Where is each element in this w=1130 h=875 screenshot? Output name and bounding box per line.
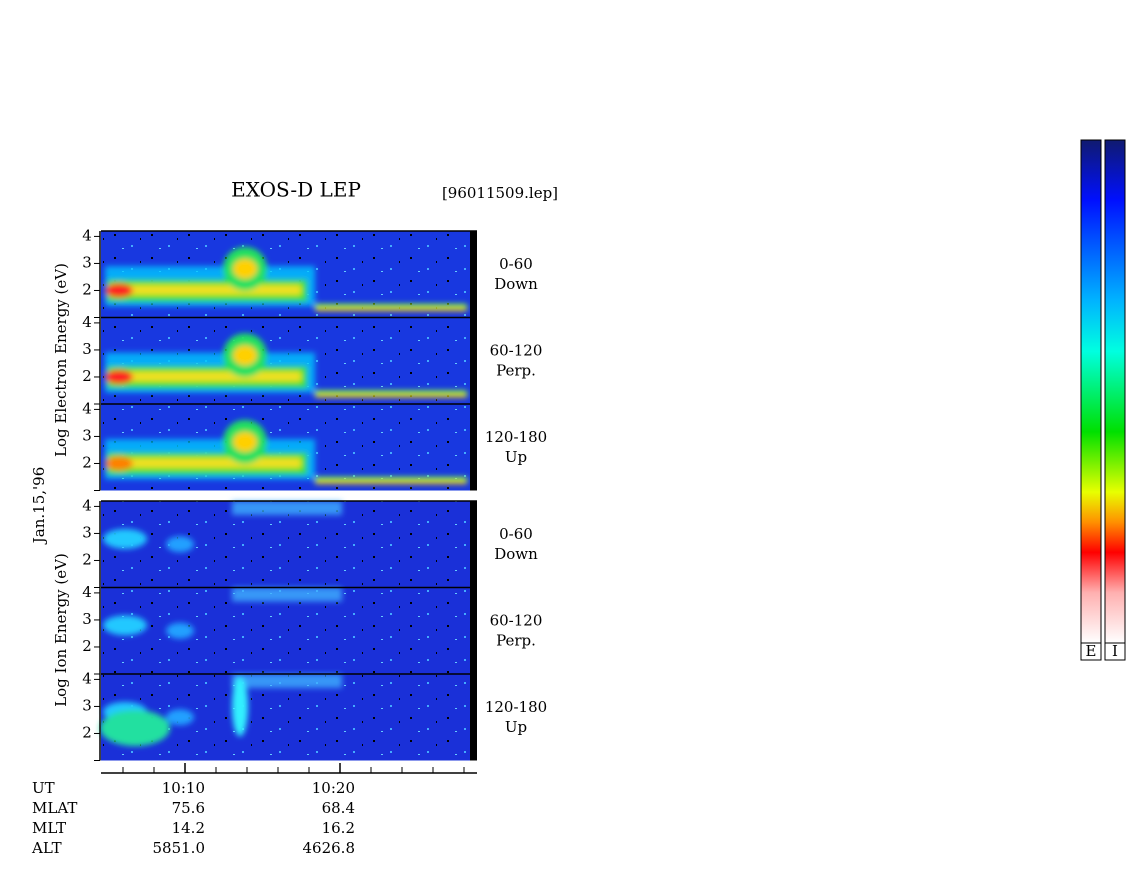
panel-noise — [101, 501, 470, 588]
spectrum — [105, 246, 467, 312]
spectrograms: 2 3 4 0-60 Down 2 3 4 60-120 Perp. 2 3 4 120-180 Up 2 3 4… — [82, 226, 547, 761]
y-tick-label: 2 — [82, 367, 92, 385]
colorbar — [1080, 139, 1102, 644]
date: Jan.15,'96 — [30, 467, 48, 545]
blob — [315, 476, 467, 484]
panel-direction: Down — [494, 545, 538, 563]
y-tick-label: 4 — [82, 313, 92, 331]
panel-direction: Up — [505, 718, 527, 736]
y-tick-label: 3 — [82, 523, 92, 541]
blob — [315, 303, 467, 311]
blob — [105, 456, 133, 471]
panel-direction: Up — [505, 448, 527, 466]
electron-axis-label: Log Electron Energy (eV) — [52, 263, 70, 457]
footer-cell: 16.2 — [322, 819, 355, 837]
colorbar — [1104, 139, 1126, 644]
blob — [233, 431, 257, 452]
panel-edge — [470, 404, 477, 491]
panel-edge — [470, 317, 477, 404]
y-tick-label: 3 — [82, 340, 92, 358]
blob — [100, 710, 170, 747]
blob — [105, 369, 133, 384]
panel-direction: Perp. — [496, 362, 536, 380]
y-tick-label: 4 — [82, 399, 92, 417]
blob — [232, 501, 342, 515]
blob — [233, 345, 257, 366]
blob — [316, 308, 466, 312]
panel-edge — [470, 674, 477, 761]
panel-direction: Perp. — [496, 632, 536, 650]
file-name: [96011509.lep] — [442, 184, 558, 202]
spectrum — [100, 674, 342, 747]
panel-angle: 0-60 — [499, 525, 533, 543]
x-ticks — [122, 763, 465, 773]
footer-cell: UT — [32, 779, 55, 797]
spectrum — [103, 587, 342, 639]
y-tick-label: 2 — [82, 550, 92, 568]
spectrum — [105, 419, 467, 485]
footer-cell: 5851.0 — [153, 839, 206, 857]
blob — [315, 390, 467, 398]
title: EXOS-D LEP — [231, 178, 361, 202]
blob — [316, 481, 466, 485]
footer: UT 10:10 10:20 MLAT 75.6 68.4 MLT 14.2 16.2 ALT 58… — [31, 779, 355, 857]
y-tick-label: 4 — [82, 583, 92, 601]
blob — [232, 674, 342, 688]
colorbar-label: I — [1112, 642, 1118, 660]
panel-angle: 120-180 — [485, 428, 547, 446]
panel-direction: Down — [494, 275, 538, 293]
footer-cell: 4626.8 — [303, 839, 356, 857]
blob — [233, 258, 257, 279]
panel-edge — [470, 501, 477, 588]
blob — [111, 458, 301, 469]
y-tick-label: 2 — [82, 723, 92, 741]
panel-edge — [470, 231, 477, 318]
y-tick-label: 3 — [82, 426, 92, 444]
blob — [166, 622, 194, 639]
y-tick-label: 4 — [82, 226, 92, 244]
footer-cell: 14.2 — [172, 819, 205, 837]
y-tick-label: 4 — [82, 669, 92, 687]
blob — [105, 283, 133, 298]
blob — [166, 536, 194, 553]
blob — [111, 371, 301, 382]
footer-cell: 10:10 — [162, 779, 205, 797]
blob — [103, 528, 147, 549]
blob — [111, 285, 301, 296]
ion-axis-label: Log Ion Energy (eV) — [52, 553, 70, 707]
panel-edge — [470, 587, 477, 674]
y-tick-label: 3 — [82, 696, 92, 714]
panel-angle: 60-120 — [490, 612, 543, 630]
footer-cell: MLAT — [32, 799, 77, 817]
panel-noise — [101, 587, 470, 674]
colorbar-label: E — [1086, 642, 1097, 660]
y-tick-label: 2 — [82, 637, 92, 655]
panel-angle: 0-60 — [499, 255, 533, 273]
panel-angle: 60-120 — [490, 342, 543, 360]
colorbar-label-box — [1104, 642, 1126, 661]
y-tick-label: 3 — [82, 610, 92, 628]
y-tick-label: 2 — [82, 280, 92, 298]
footer-cell: MLT — [32, 819, 66, 837]
footer-cell: 75.6 — [172, 799, 205, 817]
blob — [166, 709, 194, 726]
colorbar-label-box — [1080, 642, 1102, 661]
footer-cell: ALT — [31, 839, 62, 857]
blob — [232, 587, 342, 602]
y-tick-label: 4 — [82, 496, 92, 514]
footer-cell: 10:20 — [312, 779, 355, 797]
y-tick-label: 3 — [82, 253, 92, 271]
spectrum — [105, 333, 467, 398]
spectrum — [103, 501, 342, 553]
blob — [316, 394, 466, 398]
panel-angle: 120-180 — [485, 698, 547, 716]
blob — [103, 615, 147, 636]
blob — [232, 676, 248, 737]
y-tick-label: 2 — [82, 453, 92, 471]
footer-cell: 68.4 — [322, 799, 355, 817]
